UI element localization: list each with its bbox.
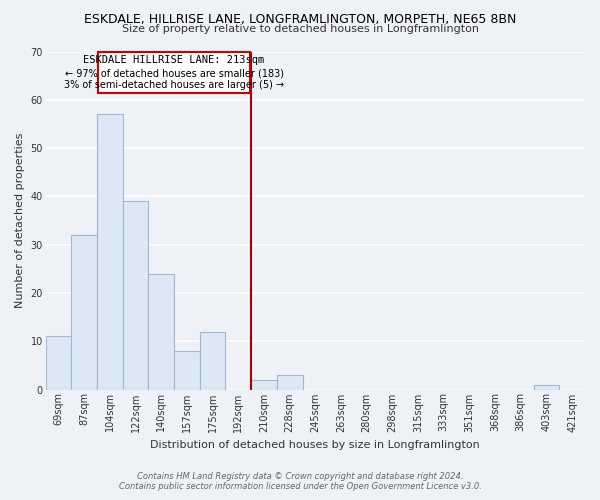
Bar (174, 351, 200, 390)
Bar (251, 380, 277, 390)
Bar (71, 235, 97, 390)
Text: ESKDALE, HILLRISE LANE, LONGFRAMLINGTON, MORPETH, NE65 8BN: ESKDALE, HILLRISE LANE, LONGFRAMLINGTON,… (84, 12, 516, 26)
Y-axis label: Number of detached properties: Number of detached properties (15, 133, 25, 308)
Text: ESKDALE HILLRISE LANE: 213sqm: ESKDALE HILLRISE LANE: 213sqm (83, 55, 265, 65)
Bar (97, 114, 123, 390)
X-axis label: Distribution of detached houses by size in Longframlington: Distribution of detached houses by size … (151, 440, 480, 450)
Bar (123, 201, 148, 390)
Bar (200, 332, 226, 390)
Bar (46, 336, 71, 390)
Text: 3% of semi-detached houses are larger (5) →: 3% of semi-detached houses are larger (5… (64, 80, 284, 90)
Bar (533, 384, 559, 390)
Text: Contains HM Land Registry data © Crown copyright and database right 2024.
Contai: Contains HM Land Registry data © Crown c… (119, 472, 481, 491)
Text: ← 97% of detached houses are smaller (183): ← 97% of detached houses are smaller (18… (65, 68, 284, 78)
Bar (148, 274, 174, 390)
Bar (277, 375, 302, 390)
Text: Size of property relative to detached houses in Longframlington: Size of property relative to detached ho… (121, 24, 479, 34)
FancyBboxPatch shape (98, 52, 250, 92)
